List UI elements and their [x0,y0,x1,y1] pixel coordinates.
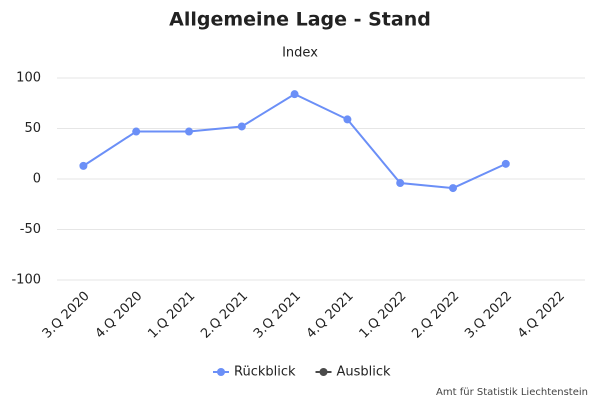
point [185,127,193,136]
x-tick-label: 3.Q 2020 [40,289,93,342]
point [290,90,299,99]
point [79,161,88,170]
x-tick-label: 3.Q 2021 [251,289,304,342]
point [132,127,141,136]
point [396,179,405,188]
legend-marker [319,368,328,376]
point [501,159,510,168]
x-tick-label: 4.Q 2022 [515,289,568,342]
point [343,115,352,124]
point [237,122,246,131]
x-tick-label: 1.Q 2021 [145,289,198,342]
legend: Rückblick Ausblick [213,365,391,380]
legend-label: Ausblick [337,365,392,380]
point [449,184,457,193]
x-tick-label: 4.Q 2020 [93,289,146,342]
legend-label: Rückblick [234,365,296,380]
x-tick-label: 2.Q 2021 [198,289,251,342]
x-tick-label: 3.Q 2022 [462,289,515,342]
credit: Amt für Statistik Liechtenstein [436,387,588,398]
y-tick-label: 0 [33,172,41,187]
y-tick-label: 50 [24,121,41,136]
chart-title: Allgemeine Lage - Stand [169,9,431,31]
chart-subtitle: Index [282,46,318,61]
y-tick-label: -50 [20,222,41,237]
legend-marker [217,368,225,376]
x-tick-label: 1.Q 2022 [357,289,410,342]
y-tick-label: -100 [11,273,41,288]
line [82,93,507,190]
x-tick-label: 4.Q 2021 [304,289,357,342]
x-tick-label: 2.Q 2022 [409,289,462,342]
y-tick-label: 100 [16,71,41,86]
